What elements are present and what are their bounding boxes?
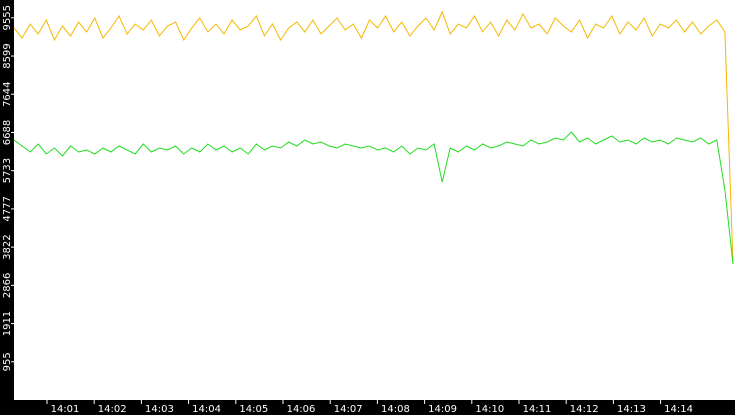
x-tick-label: 14:02 — [98, 404, 127, 415]
line-series — [13, 131, 734, 265]
x-tick-label: 14:01 — [51, 404, 80, 415]
x-tick-label: 14:12 — [570, 404, 599, 415]
y-tick-label: 3822 — [2, 234, 13, 259]
x-tick-label: 14:06 — [287, 404, 316, 415]
x-tick-label: 14:07 — [334, 404, 363, 415]
y-tick-label: 6688 — [2, 120, 13, 145]
y-tick-label: 5733 — [2, 158, 13, 183]
x-tick-label: 14:04 — [192, 404, 221, 415]
y-tick-label: 8599 — [2, 43, 13, 68]
y-tick-label: 9555 — [2, 5, 13, 30]
x-tick-label: 14:05 — [239, 404, 268, 415]
y-tick-label: 4777 — [2, 196, 13, 221]
y-tick-label: 955 — [2, 352, 13, 371]
x-tick-label: 14:11 — [523, 404, 552, 415]
x-tick-label: 14:10 — [475, 404, 504, 415]
y-tick-label: 2866 — [2, 273, 13, 298]
y-tick-label: 1911 — [2, 311, 13, 336]
line-series — [13, 10, 734, 265]
x-tick-label: 14:09 — [428, 404, 457, 415]
x-tick-label: 14:13 — [617, 404, 646, 415]
x-tick-label: 14:03 — [145, 404, 174, 415]
y-tick-label: 7644 — [2, 82, 13, 107]
plot-area — [14, 0, 735, 400]
x-tick-label: 14:14 — [664, 404, 693, 415]
x-tick-label: 14:08 — [381, 404, 410, 415]
